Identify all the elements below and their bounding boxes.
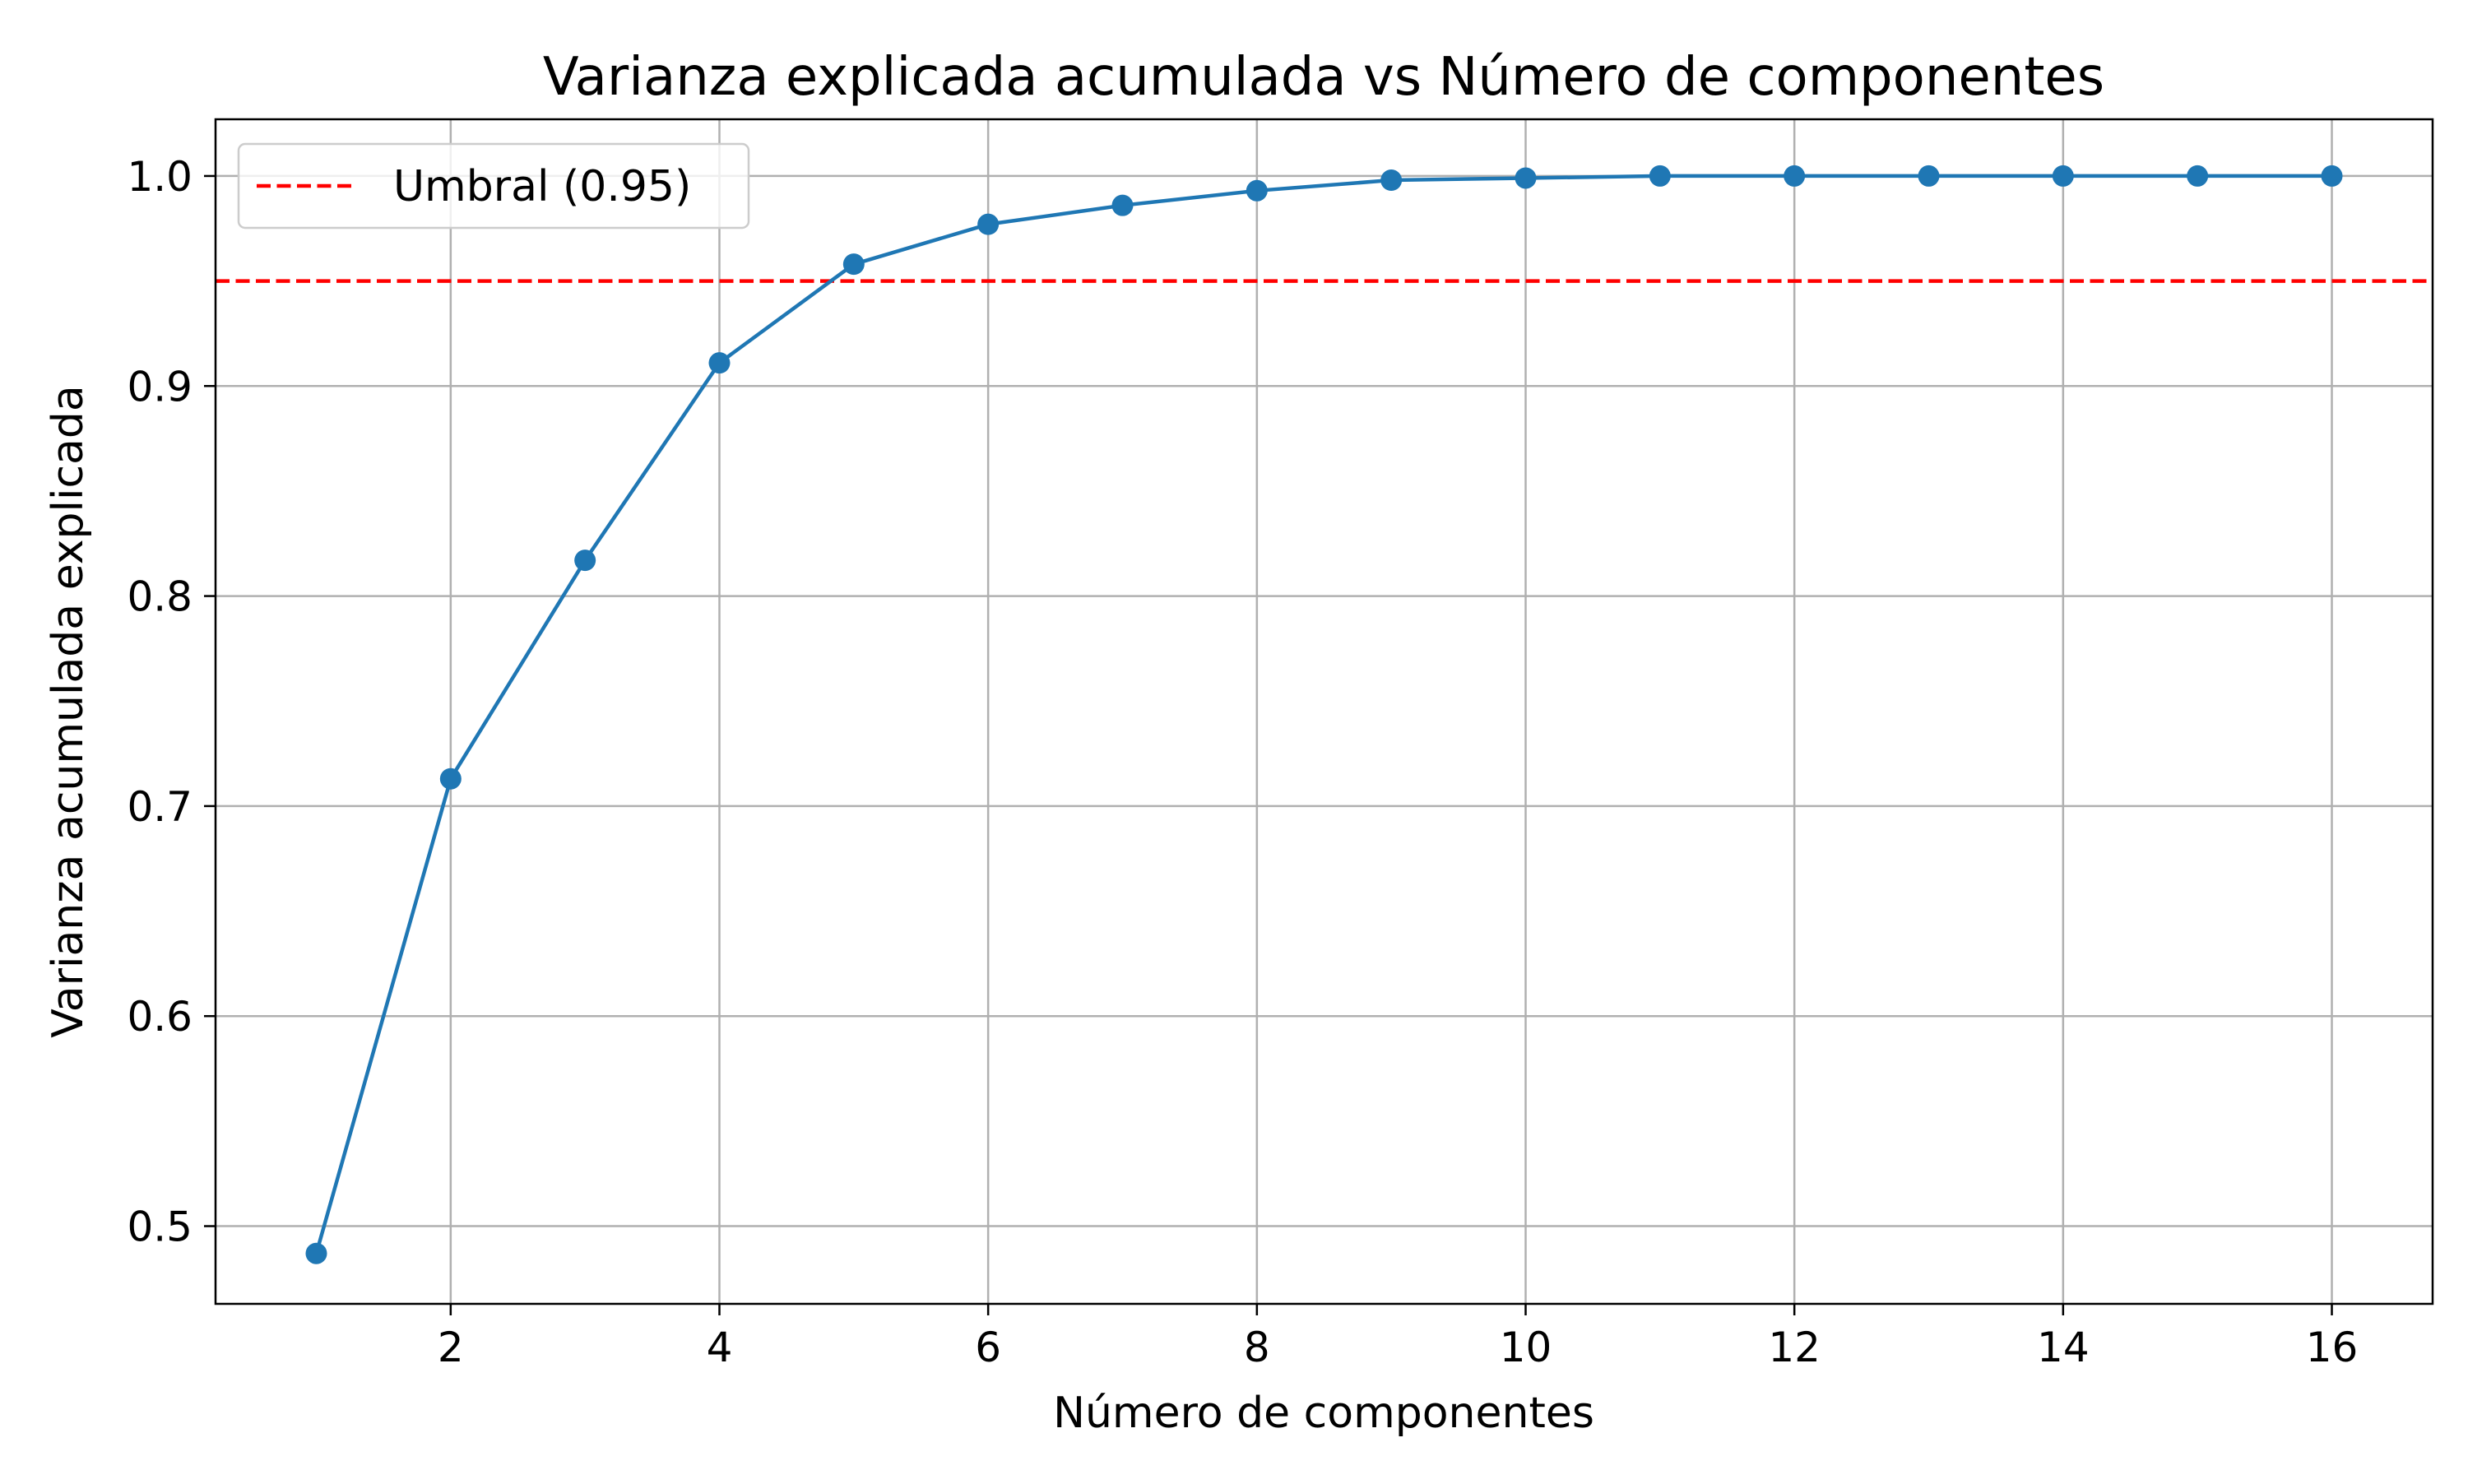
y-tick-label: 0.9 <box>127 363 193 410</box>
data-point <box>1246 179 1268 202</box>
x-tick-label: 6 <box>975 1324 1001 1371</box>
data-point <box>977 213 1000 235</box>
data-point <box>574 550 596 572</box>
y-tick-label: 0.5 <box>127 1203 193 1251</box>
data-point <box>1111 194 1134 216</box>
data-point <box>2321 165 2343 187</box>
chart-title: Varianza explicada acumulada vs Número d… <box>543 47 2104 108</box>
x-tick-label: 2 <box>438 1324 464 1371</box>
plot-frame <box>214 118 2434 1305</box>
data-point <box>2187 165 2209 187</box>
data-point <box>305 1242 327 1264</box>
y-tick-label: 0.7 <box>127 783 193 831</box>
tick-layer: 2 4 6 8 10 12 14 16 0.5 0.6 0.7 0.8 0.9 1.0 <box>127 153 2358 1371</box>
series-layer <box>305 165 2343 1264</box>
legend: Umbral (0.95) <box>237 142 750 230</box>
x-tick-label: 12 <box>1768 1324 1821 1371</box>
y-tick-label: 0.8 <box>127 573 193 621</box>
data-point <box>1515 167 1537 189</box>
data-point <box>2052 165 2074 187</box>
x-tick-label: 10 <box>1500 1324 1552 1371</box>
data-point <box>439 768 462 790</box>
data-point <box>842 253 865 276</box>
data-point <box>1649 165 1671 187</box>
y-axis-label: Varianza acumulada explicada <box>44 385 93 1038</box>
legend-box <box>237 142 750 230</box>
y-tick-label: 1.0 <box>127 153 193 201</box>
data-point <box>1918 165 1940 187</box>
x-axis-label: Número de componentes <box>1053 1389 1594 1438</box>
legend-label-threshold: Umbral (0.95) <box>393 162 691 211</box>
grid-layer <box>216 119 2433 1304</box>
series-line <box>314 174 2334 1255</box>
data-point <box>1380 169 1403 192</box>
x-tick-label: 14 <box>2037 1324 2090 1371</box>
data-point <box>708 352 731 374</box>
x-tick-label: 4 <box>707 1324 733 1371</box>
data-point <box>1784 165 1806 187</box>
x-tick-label: 16 <box>2306 1324 2359 1371</box>
x-tick-label: 8 <box>1244 1324 1270 1371</box>
y-tick-label: 0.6 <box>127 993 193 1041</box>
